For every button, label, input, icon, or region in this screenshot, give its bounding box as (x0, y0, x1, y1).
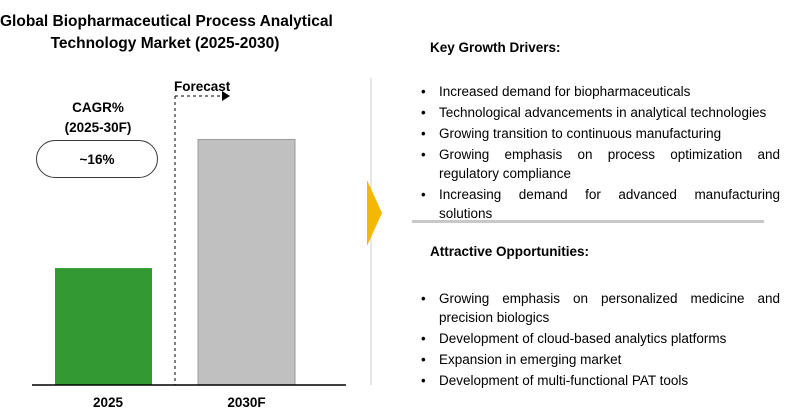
driver-item-text: Increased demand for biopharmaceuticals (439, 84, 691, 99)
bullet-icon: • (421, 187, 426, 202)
attractive-opportunities-list: • Growing emphasis on personalized medici… (418, 289, 780, 392)
bars-layer (55, 138, 296, 386)
driver-item: • Growing emphasis on process optimizatio… (418, 145, 780, 183)
opportunity-item: • Development of cloud-based analytics pl… (418, 329, 780, 348)
driver-item: • Increasing demand for advanced manufact… (418, 185, 780, 223)
opportunity-item-text: Growing emphasis on personalized medicin… (439, 291, 780, 325)
driver-item: • Increased demand for biopharmaceuticals (418, 82, 780, 101)
driver-item-text: Technological advancements in analytical… (439, 105, 767, 120)
driver-item: • Technological advancements in analytica… (418, 103, 780, 122)
bullet-icon: • (421, 105, 426, 120)
bar-2025 (55, 268, 152, 385)
bullet-icon: • (421, 331, 426, 346)
chart-title-line-1: Global Biopharmaceutical Process Analyti… (0, 13, 333, 30)
section-separator (412, 220, 764, 223)
bullet-icon: • (421, 84, 426, 99)
bullet-icon: • (421, 373, 426, 388)
forecast-label: Forecast (174, 79, 231, 94)
opportunity-item-text: Development of cloud-based analytics pla… (439, 331, 727, 346)
driver-item-text: Growing transition to continuous manufac… (439, 126, 722, 141)
cagr-period: (2025-30F) (64, 120, 132, 135)
opportunity-item: • Expansion in emerging market (418, 350, 780, 369)
x-tick-label-2025: 2025 (92, 395, 124, 410)
driver-item-text: Increasing demand for advanced manufactu… (439, 187, 780, 221)
bullet-icon: • (421, 126, 426, 141)
opportunity-item-text: Development of multi-functional PAT tool… (439, 373, 689, 388)
opportunity-item: • Growing emphasis on personalized medici… (418, 289, 780, 327)
bullet-icon: • (421, 147, 426, 162)
chart-title-line-2: Technology Market (2025-2030) (50, 35, 280, 52)
driver-item: • Growing transition to continuous manufa… (418, 124, 780, 143)
driver-item-text: Growing emphasis on process optimization… (439, 147, 780, 181)
key-growth-drivers-title: Key Growth Drivers: (430, 40, 561, 55)
opportunity-item: • Development of multi-functional PAT too… (418, 371, 780, 390)
bullet-icon: • (421, 352, 426, 367)
x-tick-label-2030f: 2030F (227, 395, 266, 410)
key-growth-drivers-list: • Increased demand for biopharmaceuticals… (418, 82, 780, 225)
forecast-arrow-head (222, 91, 230, 101)
cagr-value: ~16% (79, 151, 115, 167)
chevron-right-icon (367, 180, 382, 246)
attractive-opportunities-title: Attractive Opportunities: (430, 244, 590, 259)
bullet-icon: • (421, 291, 426, 306)
bar-2030f (197, 138, 296, 386)
opportunity-item-text: Expansion in emerging market (439, 352, 622, 367)
cagr-title: CAGR% (72, 100, 124, 115)
cagr-badge: ~16% (36, 140, 158, 178)
